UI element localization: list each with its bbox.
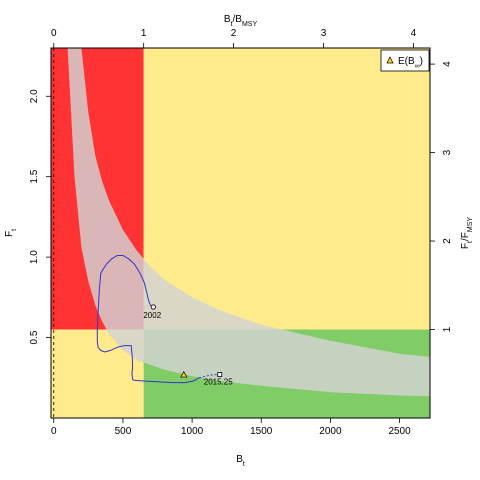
y-tick-label: 1.0 <box>29 250 40 264</box>
x-tick-label: 2000 <box>319 426 342 437</box>
top-tick-label: 3 <box>321 28 327 39</box>
x-tick-label: 1500 <box>250 426 273 437</box>
trajectory-line <box>96 255 200 384</box>
right-tick-label: 2 <box>442 238 453 244</box>
top-tick-label: 4 <box>411 28 417 39</box>
x-tick-label: 1000 <box>181 426 204 437</box>
end-label: 2015.25 <box>204 378 233 387</box>
equilibrium-marker <box>180 370 188 378</box>
x-axis-title: Bt <box>236 454 245 468</box>
right-tick-label: 4 <box>442 61 453 67</box>
right-tick-label: 1 <box>442 326 453 332</box>
right-tick-label: 3 <box>442 149 453 155</box>
y-tick-label: 2.0 <box>29 89 40 103</box>
zone-yellow-upper <box>143 48 431 330</box>
y-tick-label: 0.5 <box>29 330 40 344</box>
x-tick-label: 0 <box>51 426 57 437</box>
y-tick-label: 1.5 <box>29 169 40 183</box>
top-tick-label: 1 <box>141 28 147 39</box>
legend-label: E(B∞) <box>398 56 423 70</box>
y-axis-title: Ft <box>4 229 18 237</box>
end-point <box>217 372 223 377</box>
right-axis-title: Ft/FMSY <box>460 217 474 249</box>
top-tick-label: 0 <box>51 28 57 39</box>
top-tick-label: 2 <box>231 28 237 39</box>
start-label: 2002 <box>143 311 161 320</box>
x-tick-label: 500 <box>115 426 132 437</box>
uncertainty-band <box>67 48 430 397</box>
legend-marker <box>386 56 394 64</box>
plot-frame <box>50 47 431 419</box>
x-tick-label: 2500 <box>388 426 411 437</box>
legend-box <box>380 49 430 72</box>
top-axis-title: Bt/BMSY <box>224 14 258 28</box>
projection-line <box>198 374 220 379</box>
start-point <box>150 304 156 310</box>
